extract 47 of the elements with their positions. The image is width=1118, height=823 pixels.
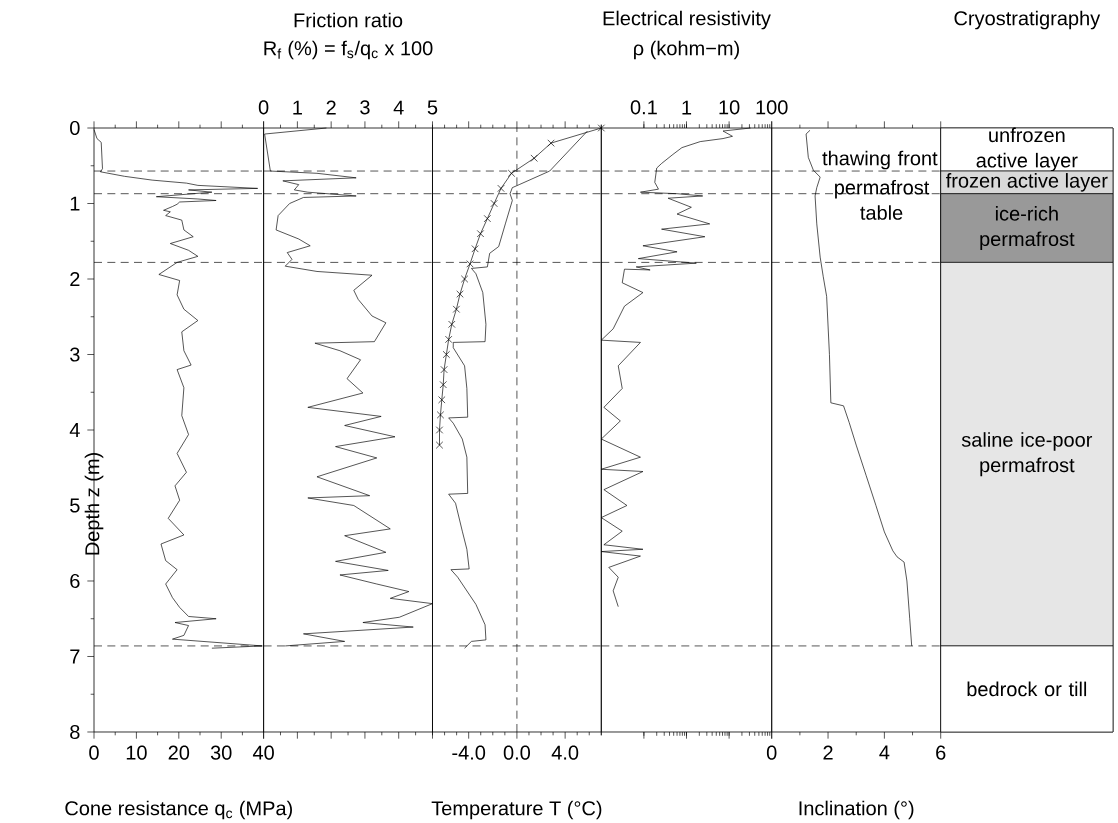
x-axis-title: Temperature T (°C) (431, 800, 602, 820)
x-tick-label: 10 (719, 100, 740, 115)
y-tick-label: 2 (70, 272, 80, 286)
y-axis-title: Depth z (m) (84, 453, 104, 555)
chart-title: Friction ratio (294, 12, 403, 28)
x-tick-label: 2 (326, 100, 336, 115)
x-tick-label: 20 (168, 745, 190, 760)
x-tick-label: 1 (293, 100, 302, 115)
x-tick-label: 10 (126, 745, 147, 760)
x-tick-label: 30 (210, 745, 232, 760)
chart-title: Electrical resistivity (603, 10, 771, 30)
x-tick-label: 2 (823, 745, 833, 760)
series-label: unfrozen active layer (976, 127, 1078, 172)
x-axis-title: Cone resistance q$_{c}$ (MPa) (65, 800, 292, 820)
x-tick-label: 4 (879, 745, 890, 760)
y-tick-label: 3 (70, 347, 80, 362)
y-tick-label: 5 (70, 498, 80, 513)
y-tick-label: 8 (70, 724, 80, 740)
y-tick-label: 7 (70, 649, 80, 664)
x-tick-label: 0 (258, 100, 269, 115)
x-tick-label: 4 (393, 100, 404, 115)
x-tick-label: 100 (756, 100, 788, 115)
x-tick-label: -4.0 (452, 745, 486, 760)
annotation: thawing front (822, 150, 938, 170)
x-tick-label: 40 (252, 745, 274, 760)
annotation: permafrost table (835, 179, 930, 220)
series-label: bedrock or till (967, 681, 1087, 697)
x-axis-title: ρ (kohm−m) (634, 40, 739, 60)
x-tick-label: 0.0 (503, 745, 531, 760)
chart-title: Cryostratigraphy (954, 10, 1101, 30)
x-axis-title: Inclination (°) (799, 800, 914, 820)
x-tick-label: 0 (89, 745, 99, 760)
x-axis-title: R$_{f}$ (%) = f$_{s}$/q$_{c}$ x 100 (264, 40, 433, 60)
x-tick-label: 0 (766, 745, 777, 760)
x-tick-label: 5 (427, 100, 438, 115)
x-tick-label: 6 (936, 745, 946, 760)
y-tick-label: 0 (70, 120, 80, 136)
series-label: frozen active layer (946, 173, 1108, 192)
y-tick-label: 1 (70, 196, 80, 211)
x-tick-label: 3 (360, 100, 370, 115)
x-tick-label: 0.1 (630, 100, 657, 115)
x-tick-label: 1 (682, 100, 692, 115)
y-tick-label: 4 (69, 423, 80, 437)
series-label: saline ice-poor permafrost (961, 432, 1093, 477)
series-label: ice-rich permafrost (980, 206, 1075, 251)
x-tick-label: 4.0 (551, 745, 579, 760)
y-tick-label: 6 (70, 573, 80, 589)
